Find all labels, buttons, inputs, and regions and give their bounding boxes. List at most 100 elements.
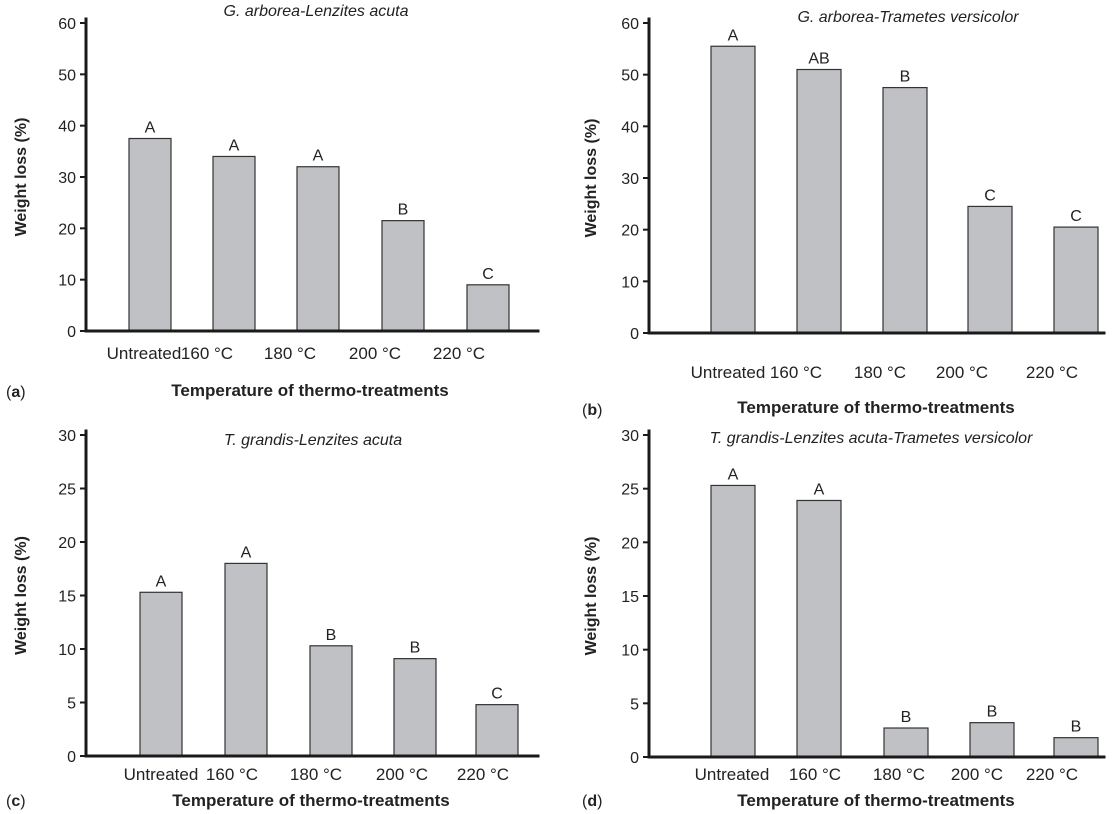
y-tick-label: 20 xyxy=(58,535,76,552)
bar-1 xyxy=(710,45,756,334)
significance-label: B xyxy=(326,627,337,644)
bar-3 xyxy=(309,645,353,757)
y-tick-label: 10 xyxy=(621,643,639,660)
bar-5 xyxy=(1053,737,1099,758)
significance-label: A xyxy=(156,573,167,590)
y-tick-label: 60 xyxy=(58,16,76,33)
bar-5 xyxy=(1053,226,1099,334)
bar-3 xyxy=(883,727,929,758)
y-tick-label: 40 xyxy=(621,119,639,136)
x-tick-label: 200 °C xyxy=(376,765,428,784)
x-axis-label: Temperature of thermo-treatments xyxy=(737,791,1014,810)
y-tick-label: 10 xyxy=(621,274,639,291)
significance-label: A xyxy=(241,544,252,561)
significance-label: C xyxy=(482,266,494,283)
bar-3 xyxy=(882,86,928,334)
bar-4 xyxy=(393,658,437,757)
x-tick-label: 180 °C xyxy=(290,765,342,784)
panel-a: G. arborea-Lenzites acuta A A A B C 0 10 20 30 40 5… xyxy=(6,3,540,401)
x-tick-label: 160 °C xyxy=(789,765,841,784)
x-tick-label: Untreated xyxy=(695,765,770,784)
y-tick-label: 15 xyxy=(621,589,639,606)
bar-2 xyxy=(224,562,268,757)
x-tick-label: Untreated xyxy=(107,344,182,363)
x-tick-label: Untreated xyxy=(124,765,199,784)
panel-b: G. arborea-Trametes versicolor A AB B C C 0 10 2… xyxy=(582,9,1106,419)
significance-label: A xyxy=(728,466,739,483)
x-tick-label: 160 °C xyxy=(206,765,258,784)
y-tick-label: 30 xyxy=(58,428,76,445)
y-tick-label: 0 xyxy=(630,750,639,767)
chart-title: T. grandis-Lenzites acuta-Trametes versi… xyxy=(710,430,1033,447)
panel-label: (d) xyxy=(582,793,602,810)
bar-4 xyxy=(969,722,1015,758)
significance-label: A xyxy=(313,148,324,165)
y-axis-label: Weight loss (%) xyxy=(13,536,30,655)
significance-label: C xyxy=(1070,208,1082,225)
y-tick-label: 60 xyxy=(621,16,639,33)
chart-title: T. grandis-Lenzites acuta xyxy=(224,432,402,449)
y-tick-label: 50 xyxy=(58,67,76,84)
bar-4 xyxy=(967,205,1013,334)
significance-label: C xyxy=(491,686,503,703)
bar-4 xyxy=(381,220,425,332)
y-tick-label: 10 xyxy=(58,273,76,290)
significance-label: A xyxy=(145,120,156,137)
x-axis-label: Temperature of thermo-treatments xyxy=(172,791,449,810)
bar-3 xyxy=(296,166,340,332)
significance-label: A xyxy=(814,481,825,498)
y-tick-label: 30 xyxy=(621,171,639,188)
x-tick-label: 220 °C xyxy=(1026,765,1078,784)
x-tick-label: 200 °C xyxy=(936,363,988,382)
bar-1 xyxy=(128,137,172,332)
y-tick-label: 20 xyxy=(621,535,639,552)
chart-title: G. arborea-Trametes versicolor xyxy=(797,9,1019,26)
x-tick-label: 160 °C xyxy=(181,344,233,363)
y-tick-label: 25 xyxy=(621,482,639,499)
significance-label: B xyxy=(987,704,998,721)
y-axis-label: Weight loss (%) xyxy=(13,118,30,237)
y-tick-label: 40 xyxy=(58,119,76,136)
panel-c: T. grandis-Lenzites acuta A A B B C 0 5 10 15 20 25… xyxy=(6,428,540,810)
panel-label: (b) xyxy=(582,402,602,419)
x-axis-label: Temperature of thermo-treatments xyxy=(171,381,448,400)
bar-5 xyxy=(466,284,510,332)
significance-label: AB xyxy=(808,51,829,68)
y-axis-label: Weight loss (%) xyxy=(583,537,600,656)
x-tick-label: 160 °C xyxy=(770,363,822,382)
x-tick-label: 220 °C xyxy=(457,765,509,784)
panel-label: (a) xyxy=(6,384,26,401)
x-tick-label: 180 °C xyxy=(264,344,316,363)
significance-label: B xyxy=(398,202,409,219)
significance-label: A xyxy=(728,27,739,44)
x-axis-label: Temperature of thermo-treatments xyxy=(737,398,1014,417)
significance-label: C xyxy=(984,187,996,204)
y-tick-label: 10 xyxy=(58,642,76,659)
x-tick-label: 200 °C xyxy=(349,344,401,363)
x-tick-label: 220 °C xyxy=(433,344,485,363)
y-tick-label: 25 xyxy=(58,482,76,499)
y-tick-label: 0 xyxy=(630,326,639,343)
significance-label: A xyxy=(229,137,240,154)
bar-1 xyxy=(710,484,756,758)
bar-5 xyxy=(475,704,519,757)
panel-label: (c) xyxy=(6,793,26,810)
y-tick-label: 50 xyxy=(621,68,639,85)
chart-title: G. arborea-Lenzites acuta xyxy=(224,3,409,20)
y-tick-label: 30 xyxy=(58,170,76,187)
y-tick-label: 30 xyxy=(621,428,639,445)
bar-2 xyxy=(796,68,842,334)
significance-label: B xyxy=(901,709,912,726)
x-tick-label: 220 °C xyxy=(1026,363,1078,382)
y-tick-label: 15 xyxy=(58,589,76,606)
x-tick-label: Untreated xyxy=(691,363,766,382)
y-axis-label: Weight loss (%) xyxy=(583,119,600,238)
bar-2 xyxy=(212,155,256,332)
y-tick-label: 0 xyxy=(67,749,76,766)
y-tick-label: 20 xyxy=(58,221,76,238)
bar-2 xyxy=(796,499,842,758)
x-tick-label: 200 °C xyxy=(951,765,1003,784)
y-tick-label: 20 xyxy=(621,223,639,240)
panel-d: T. grandis-Lenzites acuta-Trametes versi… xyxy=(582,428,1106,810)
